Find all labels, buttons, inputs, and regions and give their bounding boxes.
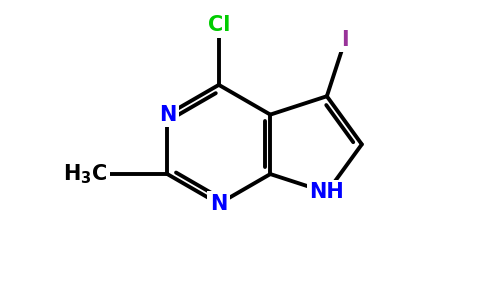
Text: $\mathregular{H_3C}$: $\mathregular{H_3C}$ [63,162,108,186]
Text: Cl: Cl [208,15,230,35]
Text: N: N [159,105,176,124]
Text: NH: NH [309,182,344,203]
Text: I: I [341,30,349,50]
Text: N: N [210,194,227,214]
